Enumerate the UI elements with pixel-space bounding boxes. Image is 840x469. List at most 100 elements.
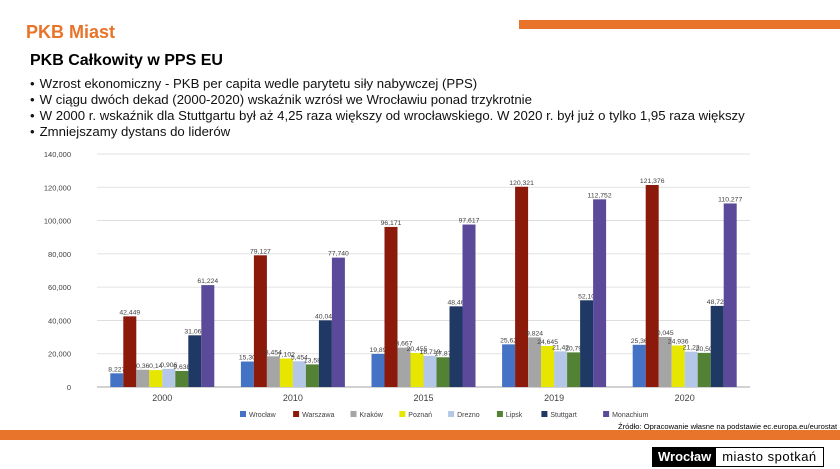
logo-right-text: miasto spotkań	[716, 448, 823, 466]
x-tick-label: 2019	[544, 393, 564, 403]
data-label: 25,62	[500, 337, 517, 344]
data-label: 24,645	[537, 339, 558, 346]
y-tick-label: 0	[67, 383, 71, 392]
data-label: 31,061	[184, 328, 205, 335]
legend-label: Wrocław	[249, 412, 277, 419]
data-label: 96,171	[381, 220, 402, 227]
data-label: 48,46	[447, 299, 464, 306]
data-label: 15,30	[239, 355, 256, 362]
y-tick-label: 100,000	[44, 217, 71, 226]
bar-drezno	[423, 355, 437, 387]
bullet-item: W ciągu dwóch dekad (2000-2020) wskaźnik…	[30, 92, 830, 108]
bar-drezno	[684, 351, 698, 387]
bullet-item: Zmniejszamy dystans do liderów	[30, 124, 830, 140]
bar-warszawa	[645, 184, 659, 387]
data-label: 17,87	[434, 350, 451, 357]
legend-swatch	[399, 411, 406, 417]
legend-swatch	[240, 411, 246, 417]
bar-poznań	[541, 345, 555, 387]
legend-label: Lipsk	[506, 412, 523, 419]
bullet-list: Wzrost ekonomiczny - PKB per capita wedl…	[30, 76, 830, 140]
bar-drezno	[162, 368, 176, 387]
legend-label: Monachium	[612, 412, 648, 419]
bar-wrocław	[502, 344, 516, 387]
data-label: 112,752	[588, 192, 612, 199]
data-label: 79,127	[250, 248, 271, 255]
data-label: 3,667	[395, 341, 412, 348]
bar-kraków	[397, 347, 411, 387]
data-label: 9,638	[173, 364, 190, 371]
bar-wrocław	[371, 353, 385, 387]
data-label: 24,936	[668, 338, 689, 345]
y-tick-label: 140,000	[44, 150, 71, 159]
legend-label: Drezno	[457, 412, 480, 419]
y-tick-label: 120,000	[44, 183, 71, 192]
y-tick-label: 80,000	[48, 250, 71, 259]
data-label: 8,454	[265, 349, 282, 356]
bar-wrocław	[110, 373, 124, 387]
data-label: 19,89	[369, 347, 386, 354]
legend-swatch	[496, 411, 503, 417]
bottom-accent-bar	[0, 430, 840, 440]
x-tick-label: 2020	[675, 393, 695, 403]
bar-stuttgart	[188, 335, 202, 387]
brand-title: PKB Miast	[26, 22, 116, 42]
bar-kraków	[658, 336, 672, 387]
bar-monachium	[593, 199, 607, 387]
bullet-item: W 2000 r. wskaźnik dla Stuttgartu był aż…	[30, 108, 830, 124]
data-label: 20,79	[565, 345, 582, 352]
legend-label: Stuttgart	[550, 412, 577, 419]
legend-swatch	[603, 411, 610, 417]
city-logo: Wrocław miasto spotkań	[652, 447, 824, 467]
data-label: 48,723	[707, 299, 728, 306]
data-label: 121,376	[640, 178, 665, 185]
data-label: 9,824	[526, 330, 543, 337]
bar-kraków	[266, 356, 280, 387]
x-tick-label: 2015	[413, 393, 433, 403]
data-label: 97,617	[459, 218, 480, 225]
bar-lipsk	[305, 364, 319, 387]
bar-monachium	[331, 257, 345, 387]
data-label: 7,102	[278, 352, 295, 359]
data-label: 0,14	[149, 363, 162, 370]
top-accent-bar	[519, 20, 840, 29]
data-label: 40,047	[315, 313, 336, 320]
logo-left-text: Wrocław	[653, 448, 717, 466]
bar-stuttgart	[318, 320, 332, 387]
legend-swatch	[350, 411, 357, 417]
data-label: 0,906	[160, 362, 177, 369]
bar-warszawa	[515, 186, 529, 387]
data-label: 120,321	[509, 180, 534, 187]
y-tick-label: 40,000	[48, 316, 71, 325]
data-label: 21,22	[683, 345, 700, 352]
bullet-item: Wzrost ekonomiczny - PKB per capita wedl…	[30, 76, 830, 92]
bar-lipsk	[697, 352, 711, 387]
bar-stuttgart	[449, 306, 463, 387]
source-note: Źródło: Opracowanie własne na podstawie …	[618, 422, 838, 431]
legend-label: Poznań	[408, 412, 432, 419]
bar-monachium	[462, 224, 476, 387]
data-label: 25,36	[631, 338, 648, 345]
bar-drezno	[292, 361, 306, 387]
data-label: 13,58	[304, 357, 321, 364]
legend-swatch	[293, 411, 300, 417]
data-label: 110,277	[718, 196, 742, 203]
gdp-bar-chart: 0 20,000 40,000 60,000 80,000 100,000 120,000 1…	[44, 150, 750, 419]
data-label: 18,719	[420, 349, 441, 356]
bar-kraków	[528, 337, 542, 387]
data-label: 77,740	[328, 251, 349, 258]
data-label: 21,42	[552, 344, 569, 351]
data-label: 20,50	[696, 346, 713, 353]
bar-poznań	[671, 345, 685, 387]
bar-warszawa	[384, 226, 398, 387]
data-label: 0,36	[136, 363, 149, 370]
bar-wrocław	[632, 344, 646, 387]
bar-lipsk	[567, 352, 581, 387]
data-label: 20,455	[407, 346, 428, 353]
bar-stuttgart	[710, 305, 724, 387]
bar-lipsk	[436, 357, 450, 387]
data-label: 8,227	[108, 366, 125, 373]
legend-swatch	[541, 411, 548, 417]
bar-stuttgart	[580, 300, 594, 387]
data-label: 0,045	[657, 330, 674, 337]
